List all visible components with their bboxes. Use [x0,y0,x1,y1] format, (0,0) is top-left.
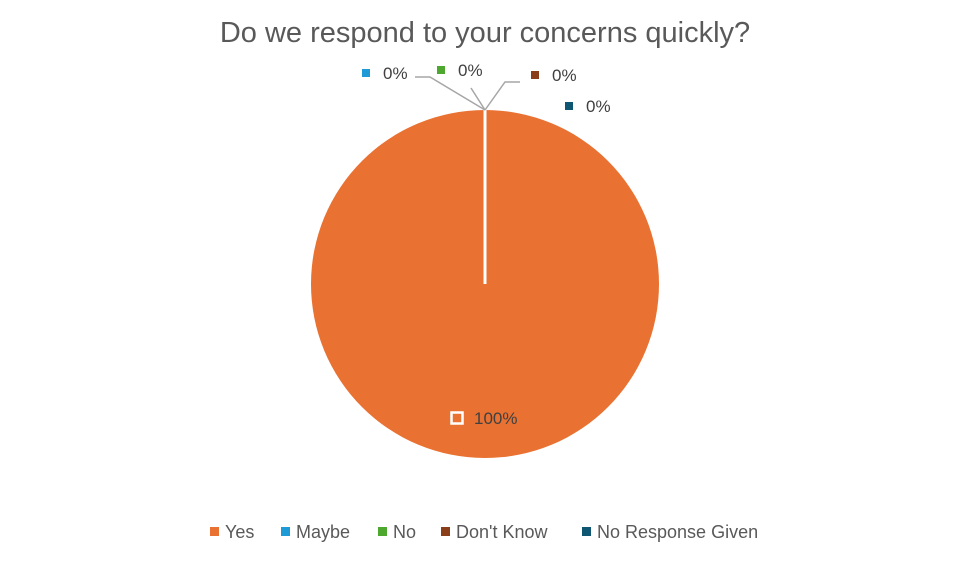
data-label-leader-line [470,87,486,111]
data-label-no: 0% [458,61,483,80]
legend-item-maybe: Maybe [296,522,350,542]
data-label-yes-marker [450,411,464,425]
legend-item-yes: Yes [225,522,254,542]
data-label-maybe: 0% [383,64,408,83]
legend-swatch-maybe [281,527,290,536]
data-label-no-marker [437,66,445,74]
data-label-don-t-know-leader-line [484,81,520,111]
data-label-don-t-know-marker [531,71,539,79]
data-label-yes: 100% [474,409,517,428]
legend-swatch-no-response-given [582,527,591,536]
legend-item-no: No [393,522,416,542]
data-label-no-response-given: 0% [586,97,611,116]
plot-area: 100% 0% 0% 0% 0% [311,61,659,458]
legend-item-no-response-given: No Response Given [597,522,758,542]
data-label-maybe-marker [362,69,370,77]
data-label-maybe-leader-line [415,76,486,111]
legend-swatch-don-t-know [441,527,450,536]
data-label-don-t-know: 0% [552,66,577,85]
chart-title: Do we respond to your concerns quickly? [220,17,750,49]
legend-item-don-t-know: Don't Know [456,522,548,542]
legend-swatch-yes [210,527,219,536]
legend: Yes Maybe No Don't Know No Response Given [210,522,758,542]
data-label-no-response-given-marker [565,102,573,110]
legend-swatch-no [378,527,387,536]
